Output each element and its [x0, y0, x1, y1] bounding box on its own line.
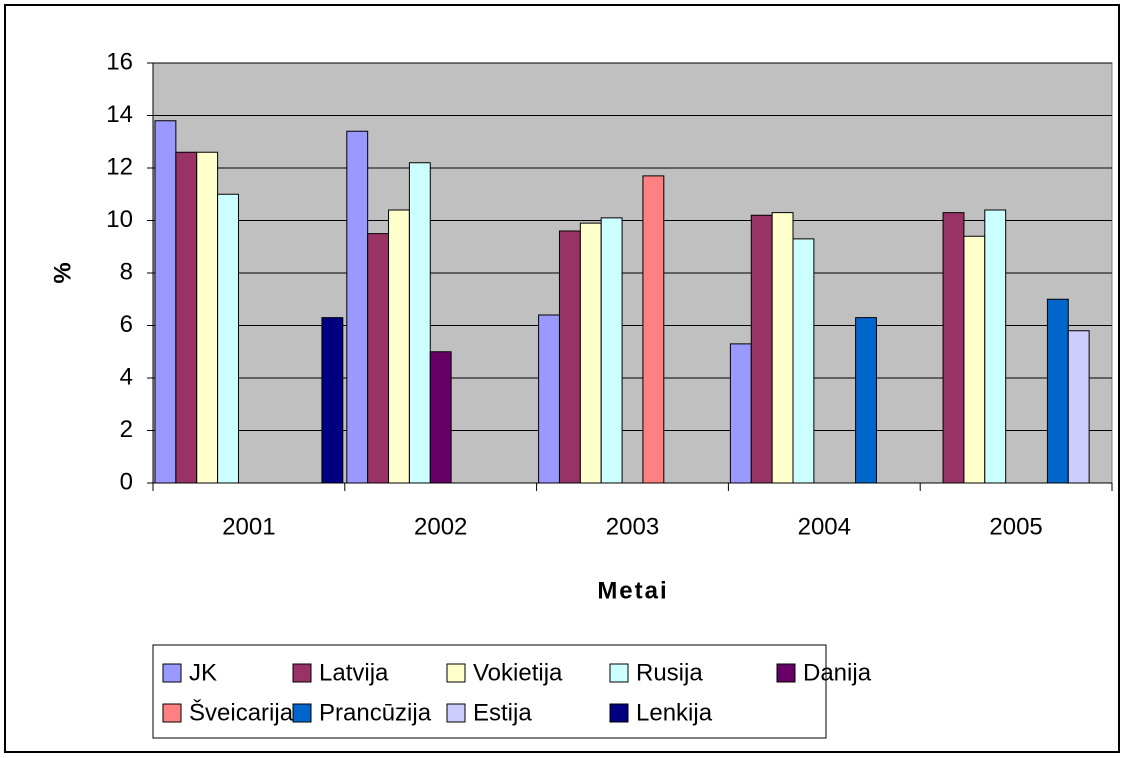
legend-swatch [292, 663, 312, 683]
legend-swatch [446, 703, 466, 723]
x-tick-label: 2002 [414, 513, 467, 540]
bar [792, 238, 815, 484]
y-tick-label: 4 [120, 363, 133, 390]
legend-swatch [446, 663, 466, 683]
bar [196, 151, 219, 484]
bar [346, 130, 369, 484]
bar [558, 230, 581, 484]
bar [642, 175, 665, 484]
legend-label: JK [189, 659, 217, 686]
bar [579, 222, 602, 484]
legend-label: Latvija [319, 659, 389, 686]
legend-swatch [162, 703, 182, 723]
x-tick-label: 2004 [798, 513, 851, 540]
y-tick-label: 10 [106, 206, 133, 233]
bar [771, 212, 794, 484]
legend-label: Prancūzija [319, 699, 432, 726]
legend-label: Estija [473, 699, 532, 726]
bar [942, 212, 965, 484]
bar [1067, 330, 1090, 484]
bar [429, 351, 452, 484]
bar [154, 120, 177, 484]
bar [729, 343, 752, 484]
bar [367, 233, 390, 484]
x-tick-label: 2001 [222, 513, 275, 540]
bar [388, 209, 410, 484]
y-axis-label: % [49, 262, 76, 283]
bar [538, 314, 560, 484]
y-tick-label: 8 [120, 258, 133, 285]
bar [984, 209, 1007, 484]
y-tick-label: 12 [106, 153, 133, 180]
bar [1046, 298, 1069, 484]
bar [408, 162, 431, 484]
legend-label: Danija [803, 659, 872, 686]
y-tick-label: 0 [120, 468, 133, 495]
legend-label: Lenkija [636, 699, 713, 726]
bar [855, 317, 877, 484]
legend-swatch [776, 663, 796, 683]
y-tick-label: 16 [106, 48, 133, 75]
y-tick-label: 14 [106, 101, 133, 128]
legend-swatch [162, 663, 182, 683]
legend-swatch [609, 663, 629, 683]
bar [321, 317, 344, 484]
x-tick-label: 2003 [606, 513, 659, 540]
legend-label: Šveicarija [189, 698, 294, 726]
x-tick-label: 2005 [989, 513, 1042, 540]
legend-swatch [609, 703, 629, 723]
x-axis-label: Metai [597, 577, 668, 604]
bar [963, 235, 986, 484]
bar [600, 217, 623, 484]
legend-label: Rusija [636, 659, 703, 686]
legend-box [152, 644, 827, 739]
bar [750, 214, 773, 484]
bar [217, 193, 239, 484]
y-tick-label: 6 [120, 311, 133, 338]
bar [175, 151, 198, 484]
legend-label: Vokietija [473, 659, 563, 686]
legend-swatch [292, 703, 312, 723]
y-tick-label: 2 [120, 416, 133, 443]
